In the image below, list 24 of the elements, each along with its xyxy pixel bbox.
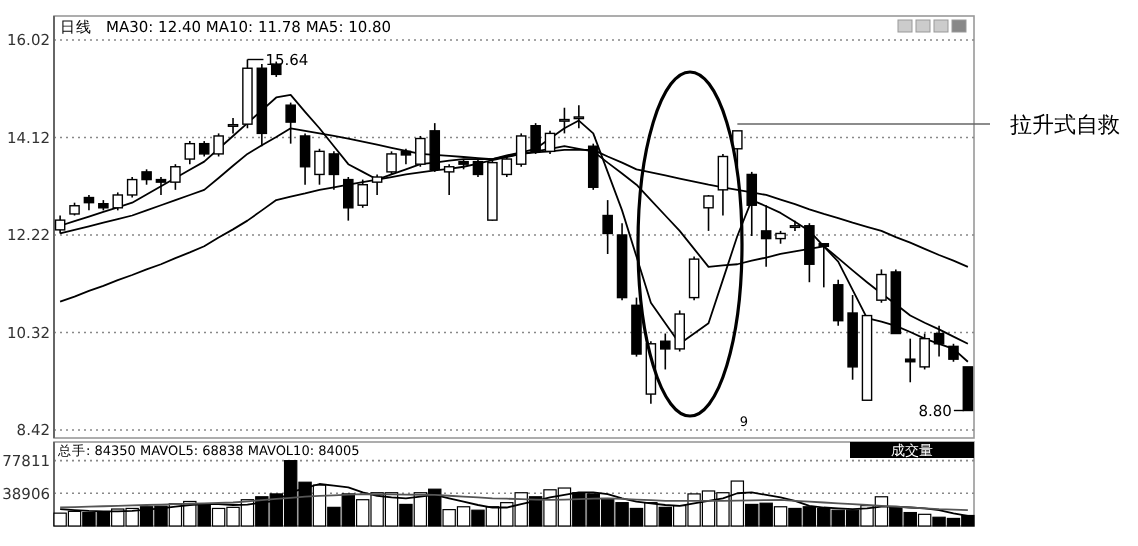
candlestick [184, 140, 196, 165]
candlestick [876, 268, 887, 304]
candlestick [717, 153, 729, 217]
candlestick [559, 106, 570, 135]
text: 拉升式自救 [1010, 111, 1120, 138]
candlestick [126, 176, 138, 199]
candlestick [155, 176, 167, 196]
candlestick [314, 147, 325, 186]
candlestick [170, 163, 181, 191]
candlestick [573, 104, 585, 130]
candlestick [371, 173, 383, 196]
candlestick [602, 199, 613, 255]
candlestick [501, 155, 513, 178]
candlestick [760, 204, 772, 268]
candlestick [703, 194, 714, 232]
candlestick [732, 130, 743, 168]
candlestick [227, 117, 239, 135]
candlestick [962, 366, 974, 412]
candlestick [688, 255, 700, 301]
candlestick [299, 132, 311, 186]
candlestick [746, 171, 758, 237]
candlestick [832, 278, 844, 327]
line-series [59, 493, 969, 511]
candlestick [443, 163, 455, 196]
